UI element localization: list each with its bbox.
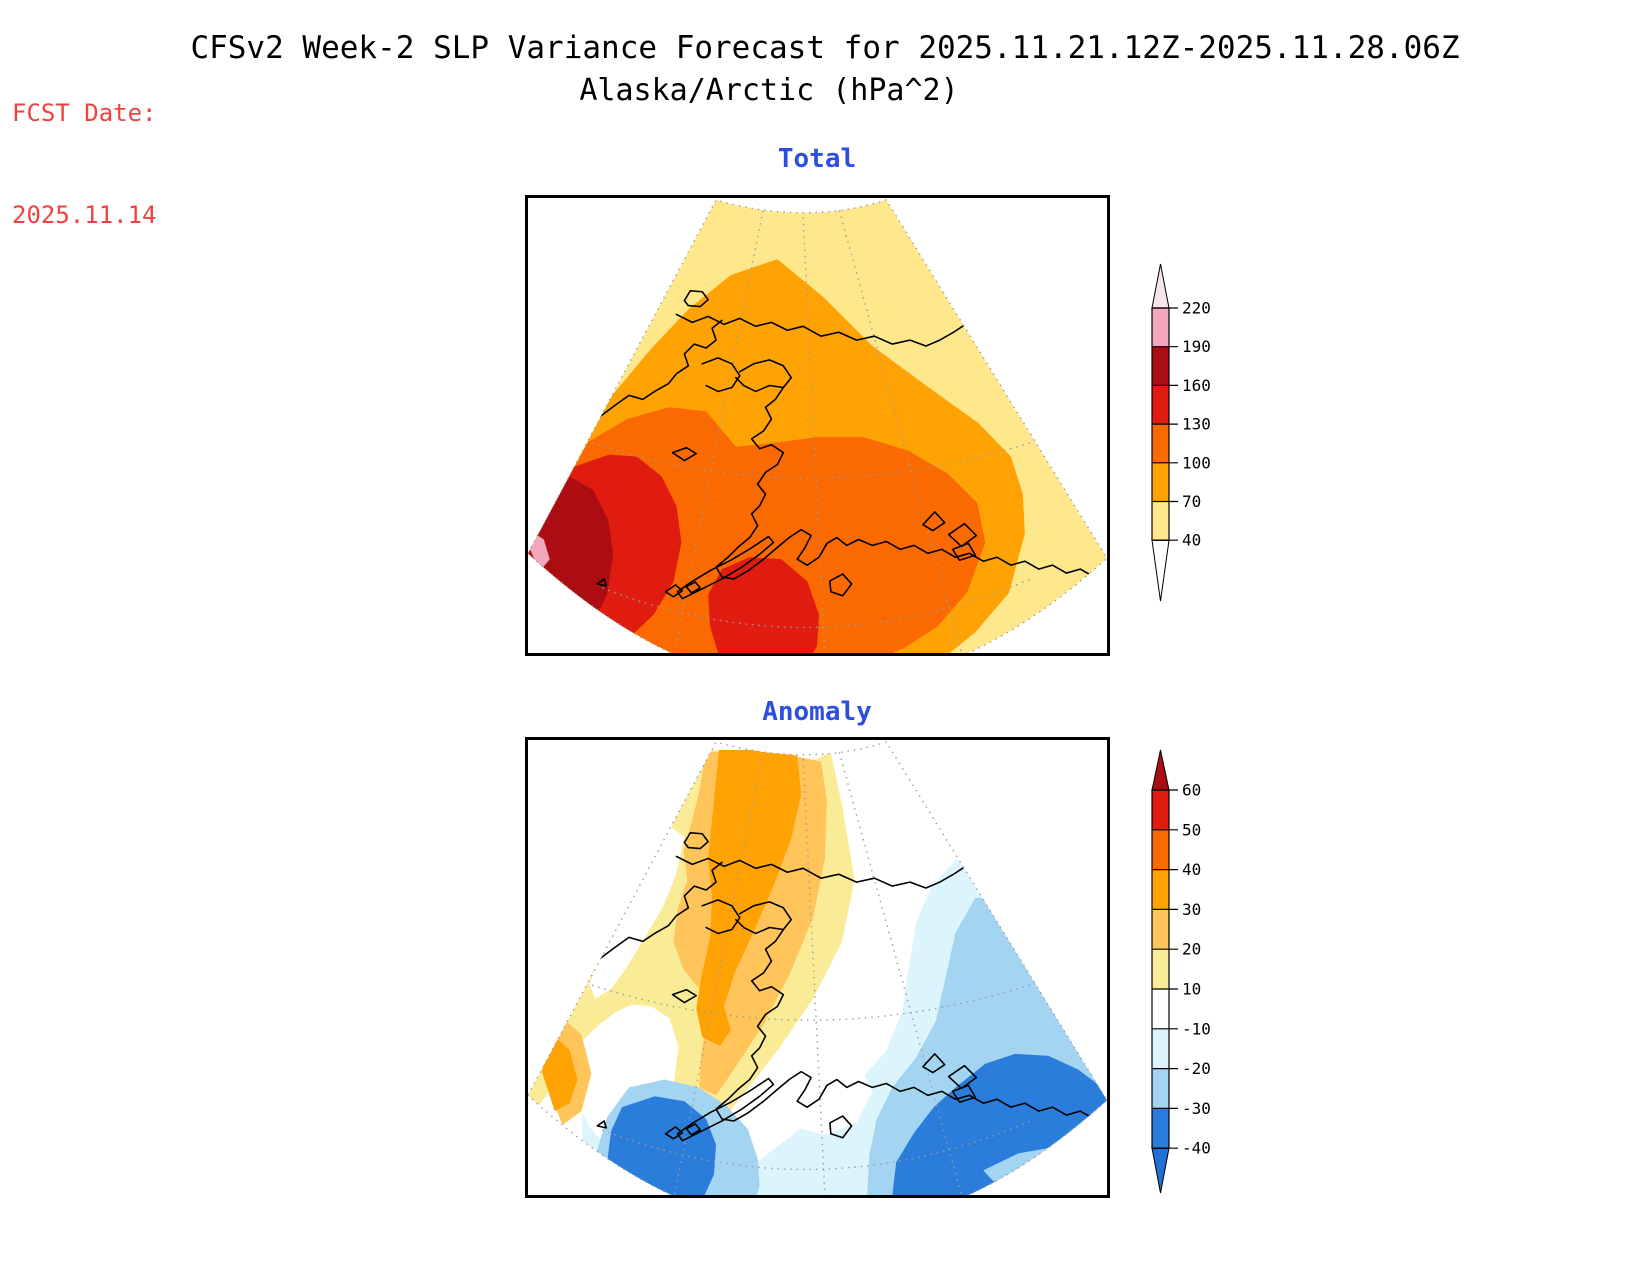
colorbar-tick-label: -30 [1182,1099,1211,1118]
colorbar-segment [1152,790,1169,830]
anomaly-colorbar: 60 50 40 30 20 10 -10 -20 -30 -40 [1151,744,1229,1204]
anomaly-colorbar-svg: 60 50 40 30 20 10 -10 -20 -30 -40 [1151,749,1211,1194]
panel-title-total: Total [777,144,857,174]
warm-white-wedge [589,822,685,999]
colorbar-segment [1152,829,1169,870]
anomaly-contour-bands [528,741,1107,1195]
total-colorbar-svg: 220 190 160 130 100 70 40 [1151,263,1211,602]
colorbar-tick-label: 100 [1182,453,1211,472]
colorbar-tick-label: 10 [1182,980,1201,999]
colorbar-segment [1152,909,1169,950]
fcst-date-label: FCST Date: [12,99,157,127]
anomaly-map-svg [528,741,1107,1195]
colorbar-top-taper [1151,263,1170,309]
colorbar-tick-label: 190 [1182,337,1211,356]
colorbar-segment [1152,346,1169,386]
colorbar-tick-label: 60 [1182,781,1201,800]
total-contour-bands [528,199,1107,653]
colorbar-tick-label: 20 [1182,940,1201,959]
colorbar-tick-label: 70 [1182,492,1201,511]
total-map-svg [528,199,1107,653]
cool-white-pocket [777,1055,873,1135]
colorbar-segment [1152,1028,1169,1069]
page-title: CFSv2 Week-2 SLP Variance Forecast for 2… [190,30,1460,66]
fcst-date-value: 2025.11.14 [12,201,157,229]
colorbar-tick-label: 160 [1182,376,1211,395]
band-neg-30-40-left [607,1096,717,1195]
graticule [567,741,1068,1195]
colorbar-segment [1152,1068,1169,1109]
total-map [525,195,1110,656]
band-130-160-blob [708,557,819,653]
total-colorbar: 220 190 160 130 100 70 40 [1151,260,1229,616]
colorbar-segment [1152,308,1169,347]
colorbar-segment [1152,869,1169,910]
panel-title-anomaly: Anomaly [762,697,872,727]
colorbar-tick-label: 130 [1182,415,1211,434]
anomaly-map [525,737,1110,1198]
colorbar-top-taper [1151,749,1170,791]
band-pos-30-40 [696,749,802,1046]
colorbar-segment [1152,385,1169,425]
graticule [567,199,1068,653]
fcst-date-block: FCST Date: 2025.11.14 [12,28,157,300]
colorbar-tick-label: 50 [1182,820,1201,839]
colorbar-tick-label: -10 [1182,1019,1211,1038]
colorbar-tick-label: 30 [1182,900,1201,919]
page-subtitle: Alaska/Arctic (hPa^2) [579,73,959,108]
colorbar-tick-label: -20 [1182,1059,1211,1078]
colorbar-bottom-taper [1151,1147,1170,1194]
colorbar-segment [1152,949,1169,989]
colorbar-segment [1152,424,1169,463]
colorbar-segment [1152,501,1169,541]
colorbar-segment [1152,989,1169,1029]
colorbar-segment [1152,1108,1169,1149]
colorbar-tick-label: 40 [1182,860,1201,879]
colorbar-tick-label: -40 [1182,1139,1211,1158]
colorbar-tick-label: 40 [1182,531,1201,550]
colorbar-bottom-taper [1151,539,1170,602]
colorbar-segment [1152,462,1169,502]
colorbar-tick-label: 220 [1182,299,1211,318]
